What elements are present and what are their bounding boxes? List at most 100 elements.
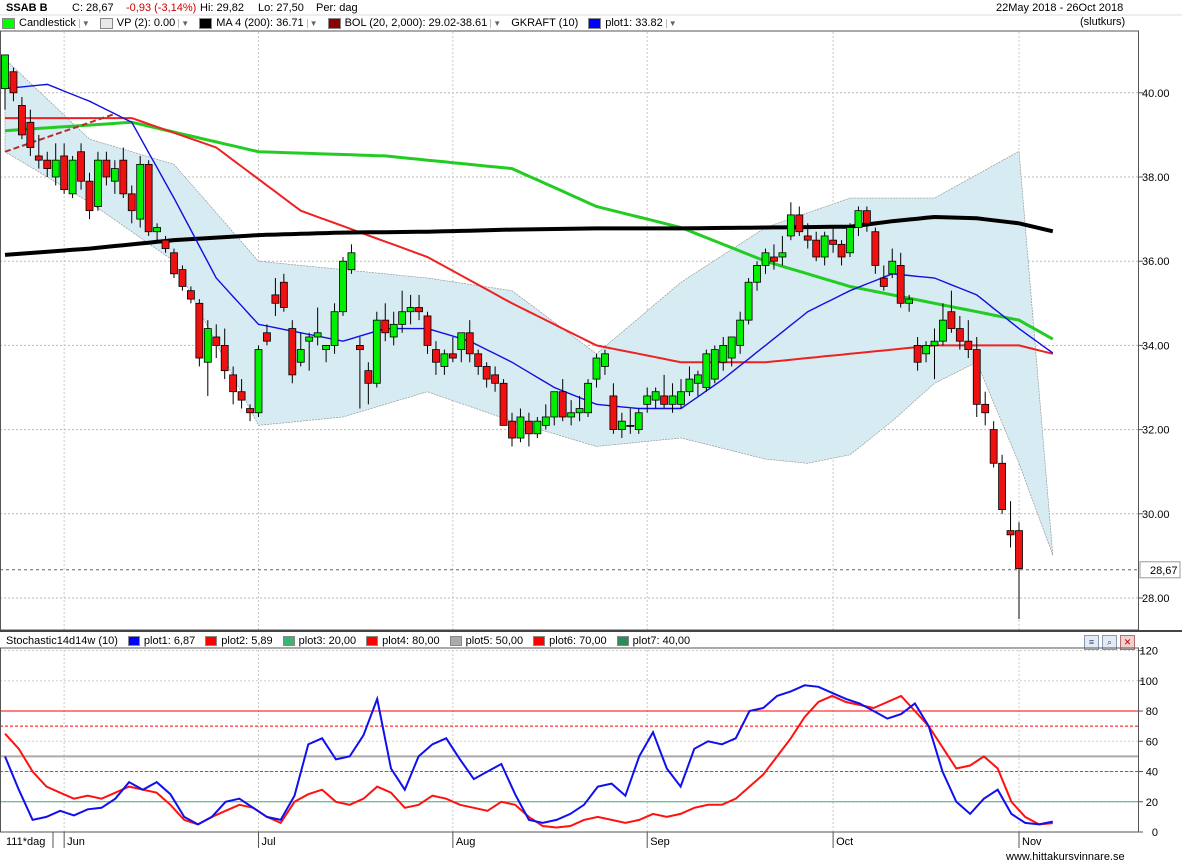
candle [119,147,128,199]
candle-body [423,315,432,346]
candle [710,345,719,384]
legend-item-candlestick[interactable]: Candlestick ▼ [2,17,90,29]
candle-body [246,408,254,414]
candle-body [499,382,508,426]
close-label: C: 28,67 [72,2,114,14]
candle-body [465,332,474,355]
candle [161,235,170,253]
stoch-legend-plot4[interactable]: plot4: 80,00 [366,635,440,647]
candle-body [677,391,685,405]
candle-body [144,163,153,233]
candle [144,160,153,236]
candle [381,303,390,342]
candle-body [888,260,897,275]
candle-body [846,227,854,254]
legend-item-ma[interactable]: MA 4 (200): 36.71 ▼ [199,17,318,29]
candle-body [913,344,922,363]
candle-body [440,353,449,367]
candle-body [51,159,60,178]
candle [744,278,753,325]
candle-body [879,277,888,287]
candle-body [508,420,516,439]
candle [803,223,812,249]
legend-item-plot1[interactable]: plot1: 33.82 ▼ [588,17,677,29]
stoch-legend-plot3[interactable]: plot3: 20,00 [282,635,356,647]
candle-body [533,420,542,435]
candle [981,391,990,426]
candle [702,349,711,392]
candle [964,320,973,359]
stoch-legend-plot7[interactable]: plot7: 40,00 [616,635,690,647]
candle-body [110,168,119,182]
candle-body [744,281,753,321]
candle [626,408,635,434]
chevron-down-icon: ▼ [178,18,189,28]
price-type-label: (slutkurs) [1080,16,1126,28]
candle [694,370,702,396]
candle-body [339,260,347,313]
properties-icon[interactable]: ≡ [1084,635,1099,650]
candle [1,54,9,110]
candle-body [812,239,821,258]
plot1-line [4,83,1054,410]
x-month-label: Nov [1022,836,1042,848]
candle-body [271,294,280,304]
candle [930,328,939,380]
legend-item-vp[interactable]: VP (2): 0.00 ▼ [99,17,189,29]
stoch-legend-title[interactable]: Stochastic14d14w (10) [6,635,118,647]
candle-body [795,214,804,233]
bollinger-band [4,58,1054,556]
candle-body [34,155,43,161]
candle [94,151,102,211]
stoch-legend-plot1[interactable]: plot1: 6,87 [127,635,195,647]
candle [888,248,897,279]
candle-body [68,159,77,195]
candle-body [406,307,415,313]
candle [322,344,331,363]
stoch-legend-plot6[interactable]: plot6: 70,00 [533,635,607,647]
candle [51,143,60,186]
candle-body [668,395,677,405]
candle [43,151,52,177]
candle-body [643,395,652,405]
candle [170,248,178,279]
candle [660,374,668,409]
legend-item-gkraft[interactable]: GKRAFT (10) [511,17,578,29]
candle [601,349,609,375]
candle-body [364,370,373,384]
candle [186,286,195,304]
legend-swatch [533,636,546,646]
stoch-legend-plot5[interactable]: plot5: 50,00 [449,635,523,647]
candle [457,332,466,363]
red-ma-line [5,117,1054,364]
stochastic-legend: Stochastic14d14w (10) plot1: 6,87 plot2:… [6,634,1086,648]
close-icon[interactable]: ✕ [1120,635,1135,650]
candle [491,366,500,392]
candle-body [288,328,297,376]
candle [499,379,508,426]
candle-body [229,374,238,393]
price-legend: Candlestick ▼ VP (2): 0.00 ▼ MA 4 (200): 3… [2,16,1136,30]
candle-body [541,416,550,426]
candle-body [896,265,905,304]
candle [355,336,364,409]
candle [508,412,516,447]
candle-body [330,311,339,346]
candle-body [415,307,423,313]
stoch-legend-plot2[interactable]: plot2: 5,89 [205,635,273,647]
candle [685,366,694,396]
price-tick-label: 34.00 [1142,340,1170,352]
candle-body [170,252,178,275]
candle [406,294,415,325]
candle-body [398,311,407,325]
zoom-icon[interactable]: ⌕ [1102,635,1117,650]
candle-body [651,391,660,401]
candle-body [43,159,52,169]
candle [136,155,145,228]
candle-body [432,349,440,363]
period-label: Per: dag [316,2,358,14]
legend-item-bol[interactable]: BOL (20, 2,000): 29.02-38.61 ▼ [327,17,501,29]
high-label: Hi: 29,82 [200,2,245,14]
chevron-down-icon: ▼ [78,18,90,28]
